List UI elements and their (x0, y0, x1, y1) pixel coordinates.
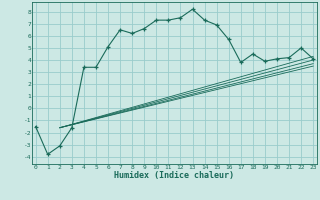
X-axis label: Humidex (Indice chaleur): Humidex (Indice chaleur) (115, 171, 234, 180)
